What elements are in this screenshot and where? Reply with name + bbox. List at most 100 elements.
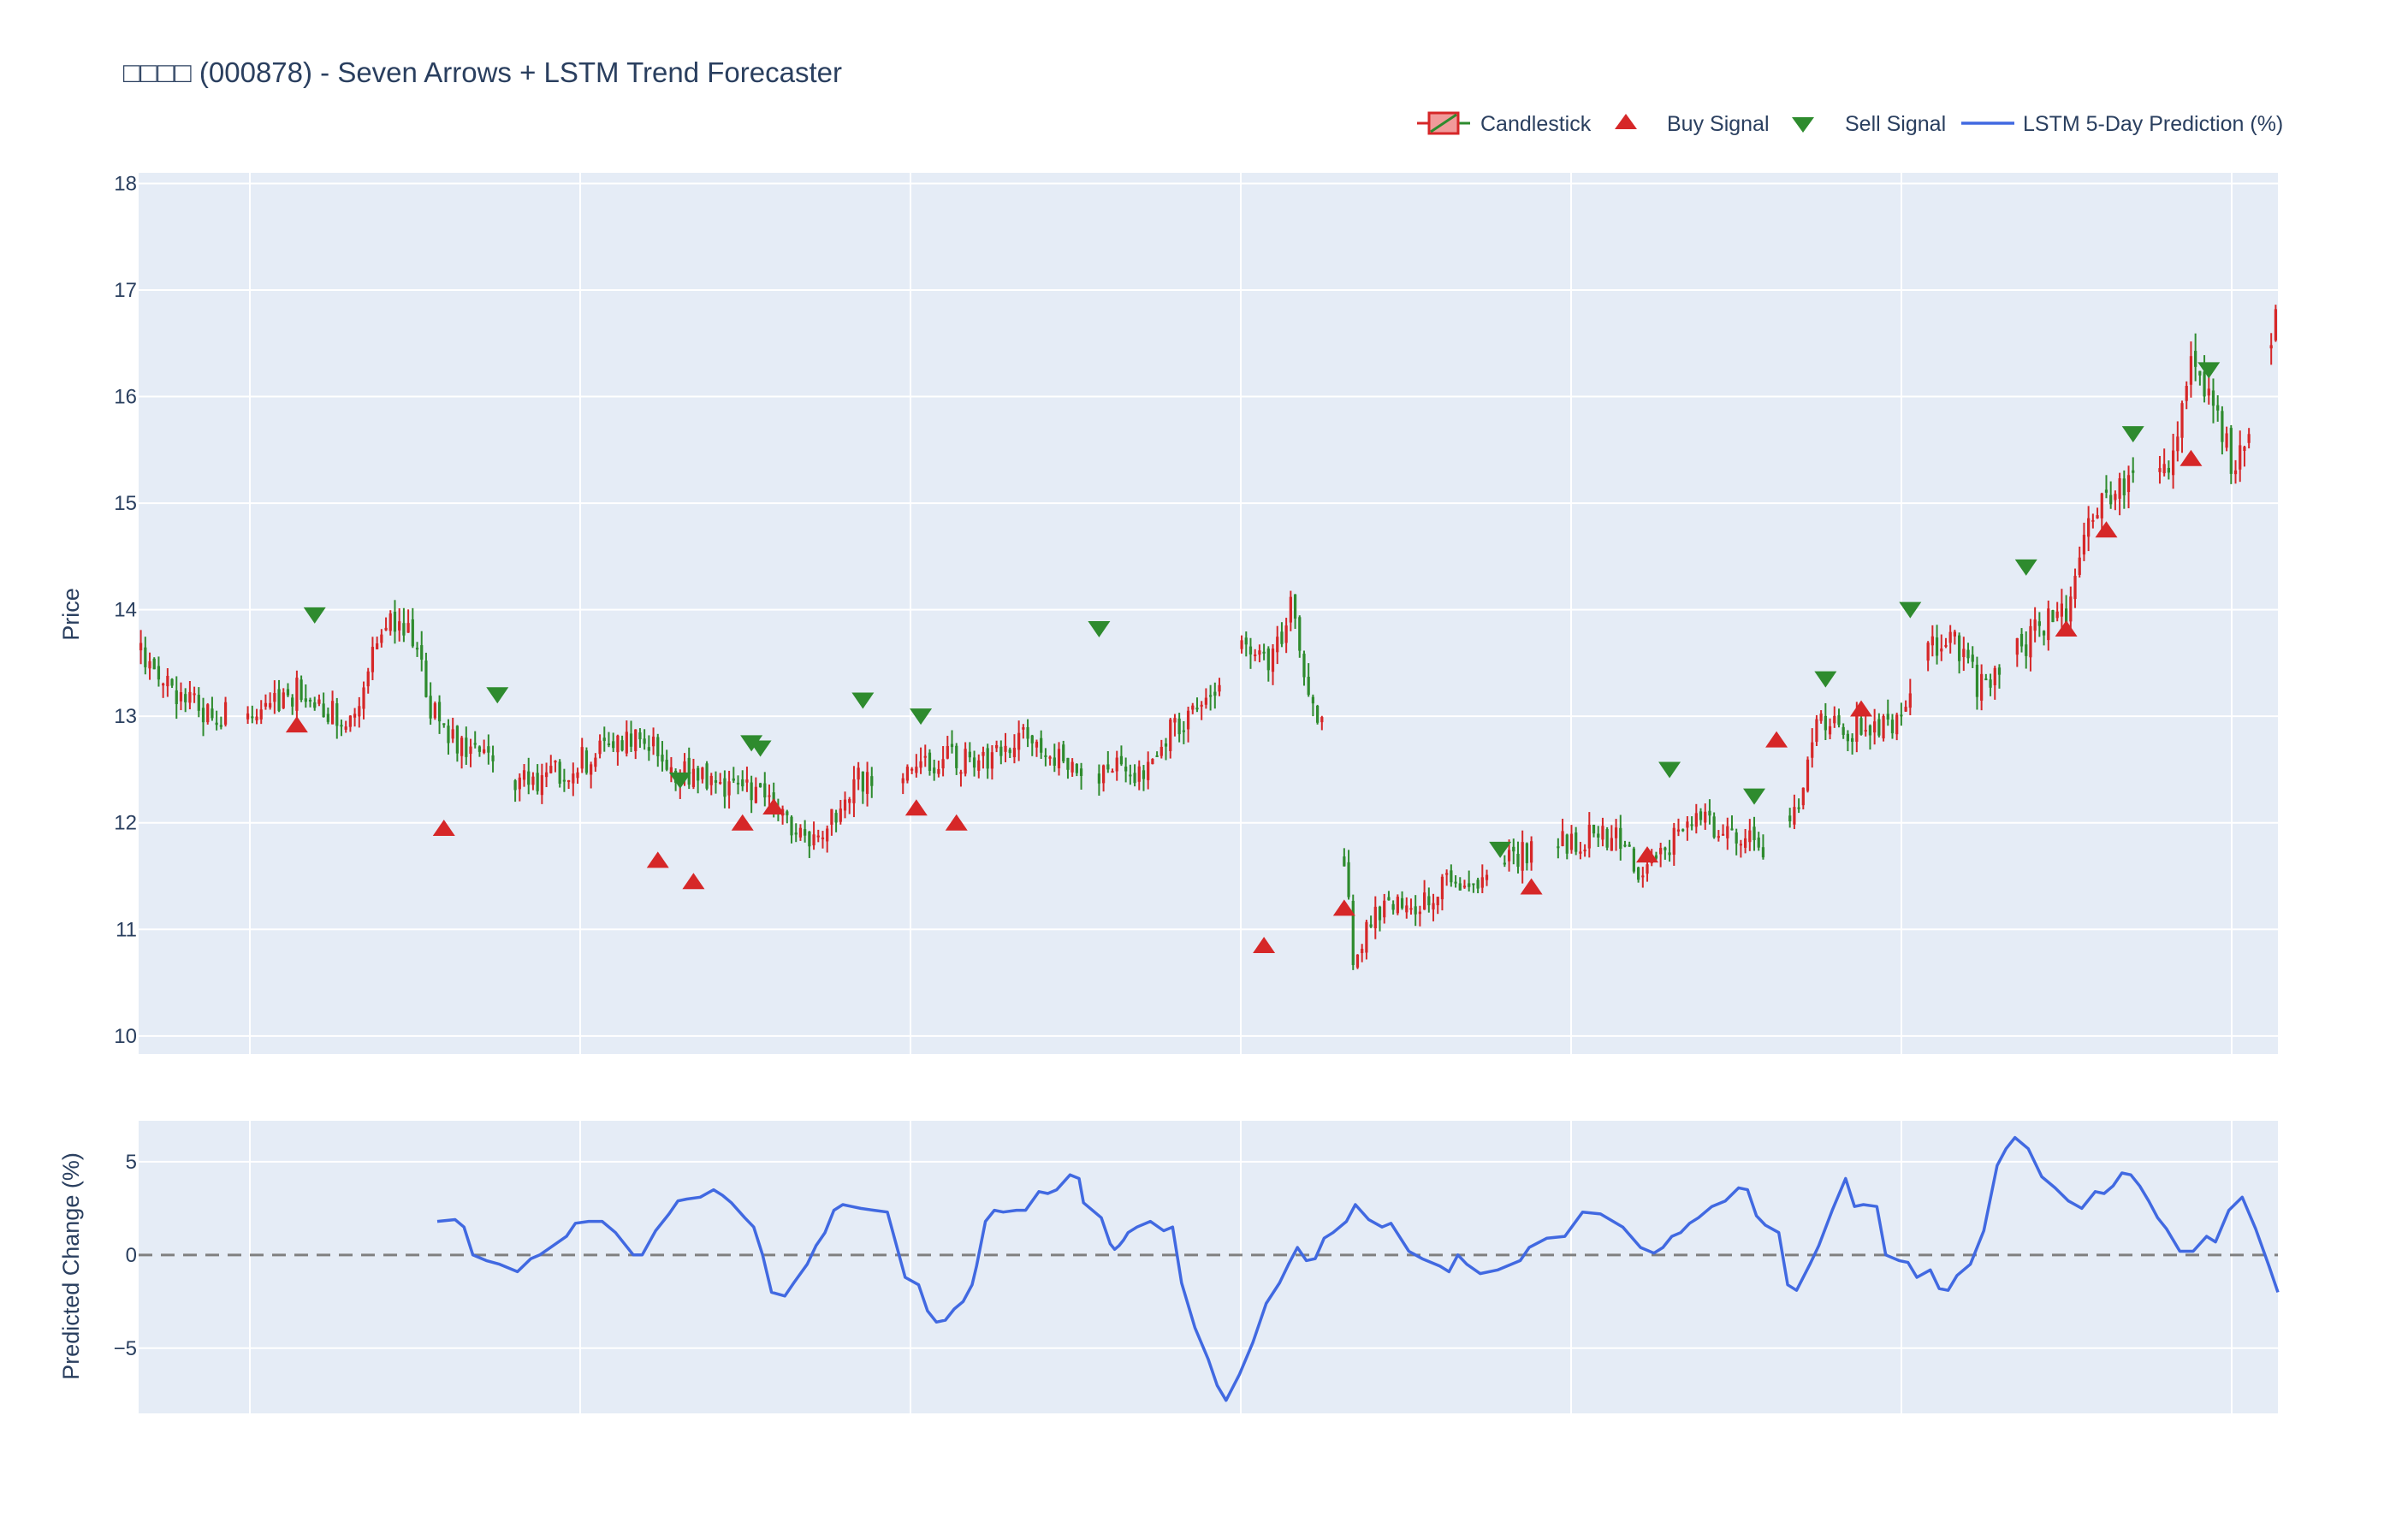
candle (1694, 803, 1698, 834)
candle (291, 694, 294, 715)
candle (2243, 445, 2246, 467)
candle-body (2091, 519, 2095, 522)
prediction-y-ticks: −5 0 5 (114, 1151, 137, 1360)
candle-body (313, 702, 317, 708)
candle-body (1721, 833, 1725, 836)
candle (366, 667, 370, 694)
candle (763, 772, 767, 807)
candle (2229, 425, 2233, 484)
candle-body (697, 767, 700, 781)
candle (2033, 607, 2037, 643)
candle (1244, 631, 1248, 657)
candle (1659, 843, 1663, 868)
candle-body (1343, 856, 1346, 867)
candle-body (691, 768, 696, 787)
candle (1476, 877, 1480, 894)
sell-signal-marker (851, 692, 875, 709)
candle-body (2167, 467, 2171, 473)
candle-body (1302, 654, 1306, 678)
candle (1405, 897, 1409, 919)
candle-body (745, 779, 749, 783)
candle (1971, 646, 1974, 668)
candle-body (1468, 883, 1471, 887)
candle (1930, 625, 1934, 657)
candle (219, 716, 222, 730)
candle-body (964, 749, 967, 774)
candle (612, 732, 615, 752)
legend-item-sell-signal[interactable]: Sell Signal (1792, 112, 1946, 136)
candle-body (415, 648, 419, 650)
candle (1726, 817, 1729, 850)
candle-body (1101, 765, 1106, 784)
candle (1155, 751, 1159, 757)
candle-body (483, 749, 486, 753)
candle-body (326, 714, 329, 722)
candle (1213, 682, 1217, 709)
candle (300, 675, 303, 702)
candle-body (2029, 625, 2032, 658)
candle (2198, 370, 2202, 386)
candle-body (1347, 862, 1350, 897)
candle (580, 737, 584, 773)
candle-body (915, 767, 918, 773)
candle-body (1748, 830, 1752, 843)
candle-body (2100, 493, 2103, 518)
candle (656, 733, 660, 767)
candle-body (1048, 756, 1052, 759)
legend-item-lstm-prediction[interactable]: LSTM 5-Day Prediction (%) (1961, 112, 2283, 136)
sell-signal-marker (749, 740, 772, 757)
candle-body (1218, 684, 1221, 692)
candle-body (433, 702, 436, 719)
candle-body (300, 679, 303, 700)
candle (420, 631, 424, 672)
candle-body (607, 743, 611, 746)
candle (1200, 701, 1203, 720)
candle-body (1191, 705, 1195, 710)
candle (968, 742, 971, 762)
candle-body (1155, 755, 1159, 757)
candle (1953, 630, 1957, 645)
candle-body (1668, 852, 1671, 856)
candle-body (286, 689, 290, 696)
candle (1462, 880, 1467, 889)
candle (1641, 867, 1645, 888)
candle-body (2189, 356, 2193, 385)
candle (1276, 625, 1279, 665)
candle (905, 764, 910, 784)
candle-body (1298, 617, 1302, 651)
legend[interactable]: Candlestick Buy Signal Sell Signal LSTM … (1417, 111, 2283, 136)
buy-signal-marker (2095, 521, 2118, 538)
candle (1302, 650, 1306, 686)
candle-body (273, 693, 276, 702)
candle (282, 688, 285, 709)
candle (669, 756, 673, 783)
candle-body (2082, 535, 2086, 555)
candle-body (1485, 874, 1489, 880)
candle-body (1427, 896, 1431, 906)
candle-body (790, 816, 793, 836)
candle (1124, 757, 1128, 783)
candle (1521, 830, 1524, 884)
candle (1721, 824, 1725, 836)
candle-body (852, 779, 856, 803)
candle (625, 720, 628, 757)
buy-signal-marker (2180, 449, 2203, 466)
legend-item-candlestick[interactable]: Candlestick (1417, 111, 1592, 136)
candle-body (1841, 726, 1845, 735)
candle-body (709, 775, 713, 785)
candle (986, 743, 989, 779)
legend-item-buy-signal[interactable]: Buy Signal (1615, 112, 1770, 136)
candle-body (246, 713, 250, 720)
candle (1151, 758, 1154, 765)
candle-body (2216, 405, 2220, 411)
candle-body (308, 699, 312, 702)
candle-body (910, 768, 914, 771)
candle (415, 642, 419, 657)
candle (2047, 600, 2050, 651)
candle (1436, 897, 1439, 915)
candle-body (1507, 850, 1511, 862)
candle (1529, 836, 1533, 871)
candle-body (941, 759, 945, 769)
candle-body (1476, 880, 1480, 889)
candle (1240, 635, 1243, 654)
